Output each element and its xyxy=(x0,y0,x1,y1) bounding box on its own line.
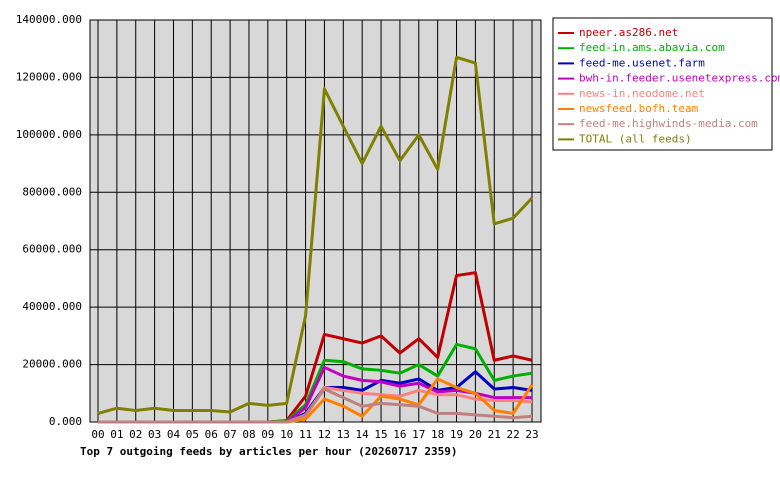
x-tick-label: 13 xyxy=(337,428,350,441)
x-tick-label: 17 xyxy=(412,428,425,441)
x-tick-label: 07 xyxy=(223,428,236,441)
legend-label: TOTAL (all feeds) xyxy=(579,132,692,145)
legend-label: npeer.as286.net xyxy=(579,26,678,39)
series-line xyxy=(97,55,534,415)
legend-label: feed-in.ams.abavia.com xyxy=(579,41,725,54)
x-tick-label: 08 xyxy=(242,428,255,441)
legend-box xyxy=(552,17,773,151)
x-tick-label: 00 xyxy=(91,428,104,441)
y-tick-label: 140000.000 xyxy=(16,13,82,26)
y-tick-label: 20000.000 xyxy=(22,358,82,371)
y-tick-label: 0.000 xyxy=(49,415,82,428)
y-tick-label: 100000.000 xyxy=(16,128,82,141)
series-line xyxy=(98,387,533,424)
y-tick-label: 60000.000 xyxy=(22,243,82,256)
legend-label: newsfeed.bofh.team xyxy=(579,102,699,115)
x-tick-label: 18 xyxy=(431,428,444,441)
y-tick-label: 80000.000 xyxy=(22,185,82,198)
legend-label: news-in.neodome.net xyxy=(579,87,705,100)
x-tick-label: 22 xyxy=(507,428,520,441)
legend-label: bwh-in.feeder.usenetexpress.com xyxy=(579,72,780,85)
x-tick-label: 05 xyxy=(186,428,199,441)
x-tick-label: 23 xyxy=(525,428,538,441)
x-tick-label: 09 xyxy=(261,428,274,441)
legend-label: feed-me.highwinds-media.com xyxy=(579,117,758,130)
x-tick-label: 02 xyxy=(129,428,142,441)
plot-area xyxy=(89,19,542,423)
x-tick-label: 20 xyxy=(469,428,482,441)
y-tick-label: 120000.000 xyxy=(16,70,82,83)
x-tick-label: 01 xyxy=(110,428,123,441)
x-tick-label: 19 xyxy=(450,428,463,441)
x-tick-label: 06 xyxy=(205,428,218,441)
x-tick-label: 04 xyxy=(167,428,181,441)
x-tick-label: 03 xyxy=(148,428,161,441)
y-tick-label: 40000.000 xyxy=(22,300,82,313)
x-tick-label: 10 xyxy=(280,428,293,441)
x-tick-label: 15 xyxy=(374,428,387,441)
x-tick-label: 12 xyxy=(318,428,331,441)
chart-title: Top 7 outgoing feeds by articles per hou… xyxy=(80,445,458,458)
legend-label: feed-me.usenet.farm xyxy=(579,56,705,69)
x-tick-label: 21 xyxy=(488,428,501,441)
x-tick-label: 14 xyxy=(356,428,370,441)
x-tick-label: 16 xyxy=(393,428,406,441)
x-tick-label: 11 xyxy=(299,428,312,441)
